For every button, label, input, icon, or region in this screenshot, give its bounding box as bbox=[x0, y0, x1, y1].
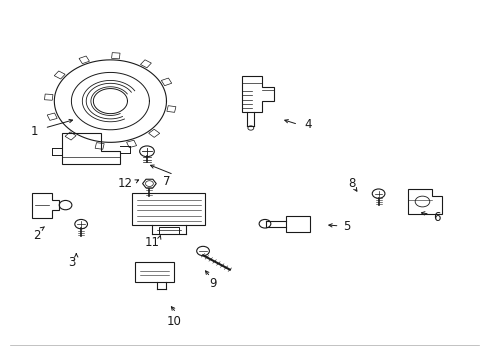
Text: 7: 7 bbox=[163, 175, 170, 188]
Text: 5: 5 bbox=[343, 220, 350, 233]
Text: 8: 8 bbox=[347, 177, 355, 190]
Text: 9: 9 bbox=[209, 278, 216, 291]
Text: 11: 11 bbox=[144, 236, 159, 249]
Bar bbox=[135, 262, 173, 282]
Bar bbox=[159, 227, 178, 234]
Bar bbox=[132, 193, 205, 225]
Text: 3: 3 bbox=[67, 256, 75, 269]
Text: 12: 12 bbox=[117, 177, 132, 190]
Text: 2: 2 bbox=[34, 229, 41, 242]
Text: 10: 10 bbox=[166, 315, 181, 328]
Text: 1: 1 bbox=[31, 125, 39, 138]
Text: 4: 4 bbox=[304, 118, 311, 131]
Text: 6: 6 bbox=[432, 211, 440, 224]
